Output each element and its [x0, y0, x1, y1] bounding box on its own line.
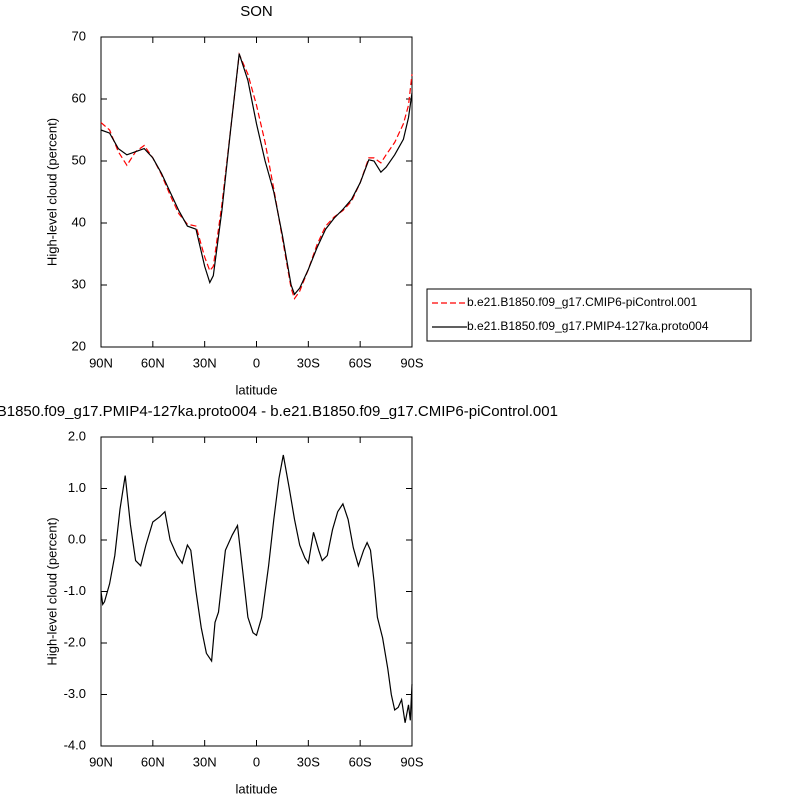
x-axis-label: latitude — [236, 382, 278, 397]
plot-frame — [100, 436, 413, 747]
x-tick-label: 30N — [193, 355, 217, 370]
y-axis-label: High-level cloud (percent) — [44, 118, 59, 266]
x-tick-label: 60S — [349, 754, 372, 769]
x-tick-label: 90S — [400, 754, 423, 769]
x-tick-label: 60N — [141, 754, 165, 769]
x-tick-label: 0 — [253, 355, 260, 370]
y-tick-label: -1.0 — [64, 583, 86, 598]
chart-title: b.e21.B1850.f09_g17.PMIP4-127ka.proto004… — [0, 403, 558, 420]
y-axis-label: High-level cloud (percent) — [44, 517, 59, 665]
y-tick-label: 0.0 — [68, 531, 86, 546]
y-tick-label: 70 — [72, 28, 86, 43]
y-tick-label: 50 — [72, 152, 86, 167]
y-tick-label: 60 — [72, 90, 86, 105]
data-line — [100, 454, 413, 723]
data-line — [100, 52, 413, 300]
x-tick-label: 30S — [297, 355, 320, 370]
y-tick-label: 20 — [72, 338, 86, 353]
x-tick-label: 0 — [253, 754, 260, 769]
legend-box — [426, 288, 752, 342]
x-tick-label: 90S — [400, 355, 423, 370]
y-tick-label: -4.0 — [64, 737, 86, 752]
chart-title: SON — [240, 3, 273, 20]
legend-label: b.e21.B1850.f09_g17.CMIP6-piControl.001 — [467, 295, 697, 309]
y-tick-label: 2.0 — [68, 428, 86, 443]
data-line — [100, 53, 413, 296]
y-tick-label: 40 — [72, 214, 86, 229]
y-tick-label: 1.0 — [68, 480, 86, 495]
plot-frame — [100, 36, 413, 348]
y-tick-label: -2.0 — [64, 634, 86, 649]
x-axis-label: latitude — [236, 781, 278, 796]
x-tick-label: 60S — [349, 355, 372, 370]
x-tick-label: 30N — [193, 754, 217, 769]
x-tick-label: 90N — [89, 355, 113, 370]
x-tick-label: 60N — [141, 355, 165, 370]
legend-label: b.e21.B1850.f09_g17.PMIP4-127ka.proto004 — [467, 319, 709, 333]
x-tick-label: 30S — [297, 754, 320, 769]
y-tick-label: -3.0 — [64, 686, 86, 701]
x-tick-label: 90N — [89, 754, 113, 769]
y-tick-label: 30 — [72, 276, 86, 291]
